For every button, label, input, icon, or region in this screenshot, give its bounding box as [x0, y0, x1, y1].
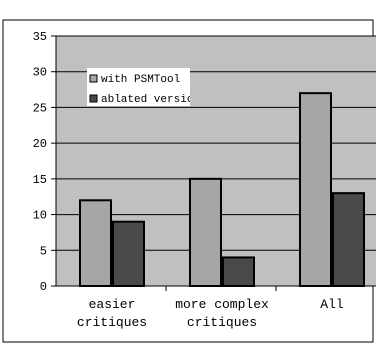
legend-label: ablated version — [101, 94, 200, 106]
bar-with-psmtool-0 — [79, 199, 112, 288]
bar-with-psmtool-2 — [299, 92, 332, 288]
bar-with-psmtool-1 — [189, 177, 222, 288]
bar-ablated-1 — [222, 256, 255, 287]
legend-label: with PSMTool — [101, 74, 180, 86]
y-tick-label: 20 — [33, 137, 47, 151]
x-category-label: easier critiques — [77, 297, 147, 330]
legend-box — [87, 68, 190, 106]
y-tick-label: 15 — [33, 173, 47, 187]
x-category-label: All — [320, 297, 344, 312]
y-tick-label: 5 — [40, 244, 47, 258]
legend-swatch — [89, 74, 98, 83]
bar-ablated-2 — [332, 192, 365, 287]
legend-swatch — [89, 94, 98, 103]
y-tick-label: 0 — [40, 280, 47, 294]
y-tick-label: 35 — [33, 30, 47, 44]
y-tick-label: 30 — [33, 66, 47, 80]
legend: with PSMTool ablated version — [87, 68, 200, 106]
y-tick-label: 10 — [33, 209, 47, 223]
x-category-label: more complex critiques — [175, 297, 269, 330]
bar-ablated-0 — [112, 220, 145, 287]
y-tick-label: 25 — [33, 101, 47, 115]
